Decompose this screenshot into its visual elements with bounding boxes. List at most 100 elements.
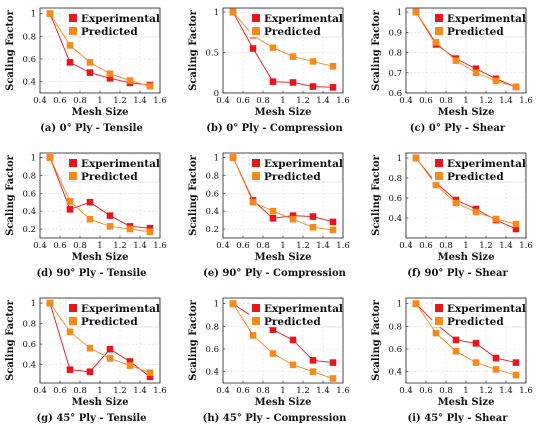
data-point bbox=[432, 181, 440, 189]
data-point bbox=[512, 225, 520, 233]
data-point bbox=[289, 336, 297, 344]
x-tick-label: 1 bbox=[97, 96, 102, 106]
data-point bbox=[249, 45, 257, 52]
x-tick-label: 0.8 bbox=[73, 241, 87, 251]
x-tick-label: 0.6 bbox=[53, 241, 67, 251]
x-axis-label: Mesh Size bbox=[438, 397, 495, 408]
data-point bbox=[106, 345, 114, 353]
caption-text: 0° Ply - Tensile bbox=[56, 123, 143, 134]
data-point bbox=[472, 69, 480, 77]
x-tick-label: 0.8 bbox=[439, 386, 453, 396]
caption-text: 45° Ply - Compression bbox=[219, 413, 347, 424]
caption-letter: (b) bbox=[206, 123, 223, 134]
x-tick-label: 0.8 bbox=[256, 241, 270, 251]
x-tick-label: 1.4 bbox=[133, 386, 147, 396]
legend-box bbox=[248, 8, 343, 38]
legend-label: Experimental bbox=[264, 158, 343, 170]
data-point bbox=[432, 39, 440, 46]
x-tick-label: 1 bbox=[280, 386, 285, 396]
data-point bbox=[106, 212, 114, 219]
y-tick-label: 1 bbox=[31, 10, 36, 20]
legend-box bbox=[248, 298, 343, 328]
x-tick-label: 1.2 bbox=[113, 96, 127, 106]
x-tick-label: 0.6 bbox=[419, 386, 433, 396]
y-tick-label: 0.4 bbox=[22, 361, 36, 371]
y-tick-label: 0.6 bbox=[205, 345, 219, 355]
legend-label: Experimental bbox=[81, 303, 160, 315]
subplot-caption: (b) 0° Ply - Compression bbox=[183, 123, 366, 134]
data-point bbox=[229, 300, 237, 307]
caption-letter: (d) bbox=[36, 268, 53, 279]
legend-label: Predicted bbox=[264, 26, 321, 38]
data-point bbox=[329, 218, 337, 226]
x-tick-label: 1.2 bbox=[113, 241, 127, 251]
x-tick-label: 1.2 bbox=[479, 96, 493, 106]
legend-marker bbox=[252, 159, 260, 167]
data-point bbox=[46, 154, 54, 161]
x-tick-label: 0.4 bbox=[399, 386, 413, 396]
data-point bbox=[66, 198, 74, 205]
legend-label: Experimental bbox=[81, 13, 160, 25]
x-tick-label: 1.2 bbox=[479, 241, 493, 251]
legend-box bbox=[431, 298, 526, 328]
data-point bbox=[86, 69, 94, 76]
series-line bbox=[232, 157, 334, 223]
data-point bbox=[492, 77, 500, 85]
y-axis-label: Scaling Factor bbox=[5, 154, 16, 236]
x-tick-label: 1 bbox=[280, 241, 285, 251]
x-tick-label: 1 bbox=[280, 96, 285, 106]
y-tick-label: 0.6 bbox=[22, 189, 36, 199]
subplot-caption: (a) 0° Ply - Tensile bbox=[0, 123, 183, 134]
series-predicted bbox=[46, 10, 154, 90]
data-point bbox=[309, 213, 317, 220]
caption-letter: (e) bbox=[203, 268, 219, 279]
data-point bbox=[249, 332, 257, 339]
x-tick-label: 0.6 bbox=[236, 241, 250, 251]
x-axis-label: Mesh Size bbox=[438, 107, 495, 118]
x-tick-label: 0.4 bbox=[399, 96, 413, 106]
series-predicted bbox=[412, 8, 520, 91]
data-point bbox=[269, 78, 277, 85]
x-tick-label: 1.4 bbox=[133, 96, 147, 106]
legend-box bbox=[248, 153, 343, 183]
legend-label: Predicted bbox=[81, 26, 138, 38]
legend-box bbox=[65, 153, 160, 183]
x-tick-label: 1.2 bbox=[296, 386, 310, 396]
legend-label: Experimental bbox=[447, 13, 526, 25]
y-tick-label: 0 bbox=[214, 89, 219, 99]
x-axis-label: Mesh Size bbox=[255, 252, 312, 263]
x-axis-label: Mesh Size bbox=[438, 252, 495, 263]
data-point bbox=[289, 361, 297, 369]
x-tick-label: 1.6 bbox=[519, 96, 533, 106]
x-tick-label: 0.4 bbox=[33, 96, 47, 106]
data-point bbox=[452, 336, 460, 344]
x-tick-label: 1.4 bbox=[316, 241, 330, 251]
data-point bbox=[46, 10, 54, 17]
subplot: 0.4 0.6 0.8 1 1.2 1.4 1.6 0.4 0.6 0.8 1 Mesh Size Sc… bbox=[366, 290, 549, 435]
series-line bbox=[49, 157, 151, 229]
legend-marker bbox=[435, 27, 443, 35]
y-axis-label: Scaling Factor bbox=[371, 299, 382, 381]
data-point bbox=[329, 62, 337, 70]
x-tick-label: 1.6 bbox=[519, 386, 533, 396]
legend-marker bbox=[69, 159, 77, 167]
x-tick-label: 1.2 bbox=[296, 96, 310, 106]
caption-letter: (a) bbox=[40, 123, 57, 134]
x-tick-label: 1.6 bbox=[153, 96, 167, 106]
data-point bbox=[472, 65, 480, 73]
subplot: 0.4 0.6 0.8 1 1.2 1.4 1.6 0.4 0.6 0.8 1 Mesh Size Sc… bbox=[0, 290, 183, 435]
caption-text: 90° Ply - Compression bbox=[218, 268, 346, 279]
y-tick-label: 0.2 bbox=[22, 225, 36, 235]
legend-label: Experimental bbox=[264, 303, 343, 315]
y-tick-label: 1 bbox=[397, 8, 402, 18]
legend-label: Experimental bbox=[447, 158, 526, 170]
x-tick-label: 1.6 bbox=[153, 241, 167, 251]
legend-box bbox=[65, 8, 160, 38]
